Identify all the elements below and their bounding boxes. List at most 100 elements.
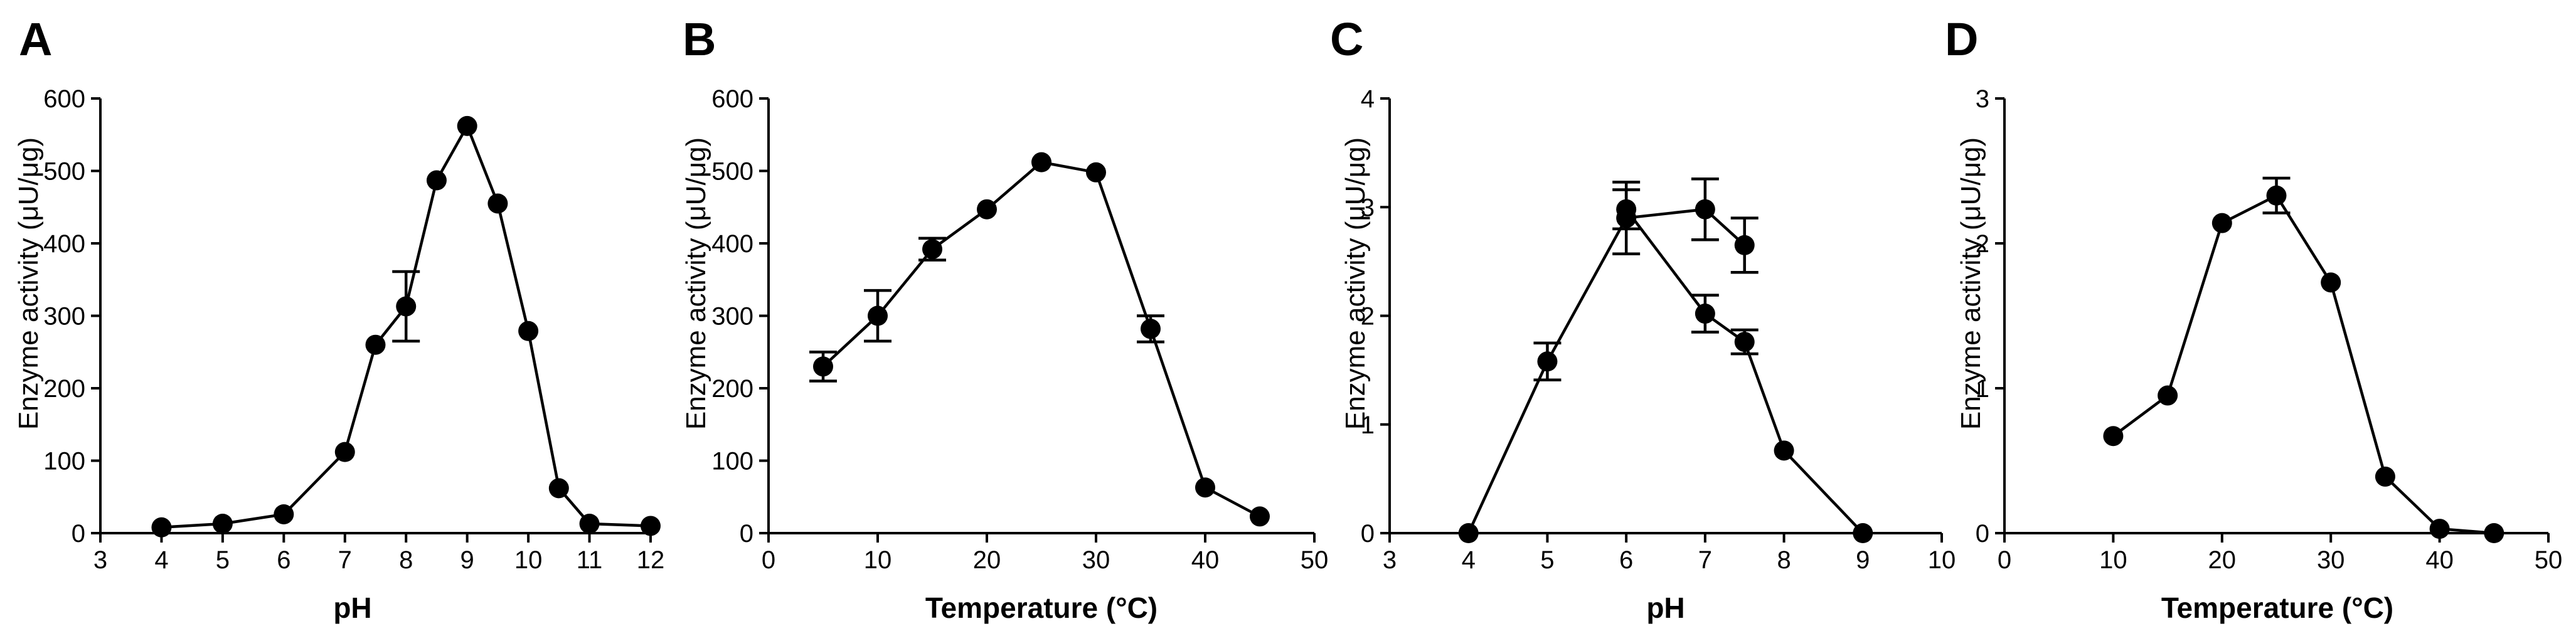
data-point — [365, 334, 386, 355]
y-tick-label: 0 — [72, 520, 85, 548]
data-point — [922, 239, 942, 260]
data-point — [1458, 523, 1479, 543]
x-tick-label: 11 — [577, 546, 603, 574]
panel-b: B Enzyme activity (μU/μg) Temperature (°… — [681, 13, 1328, 624]
y-axis-title: Enzyme activity (μU/μg) — [681, 137, 711, 430]
x-tick-label: 0 — [762, 546, 775, 574]
y-tick-label: 0 — [740, 520, 753, 548]
series-line-series-1 — [822, 161, 1261, 518]
data-point — [457, 115, 477, 136]
y-tick-label: 2 — [1976, 230, 1989, 258]
data-point — [1734, 235, 1755, 255]
data-point — [548, 478, 569, 499]
y-tick-label: 100 — [43, 448, 85, 475]
x-tick-label: 10 — [2099, 546, 2127, 574]
data-point — [641, 516, 661, 536]
data-point — [212, 513, 233, 534]
x-tick-label: 9 — [460, 546, 474, 574]
data-point — [2103, 426, 2124, 447]
data-point — [1031, 152, 1051, 172]
x-tick-label: 10 — [1928, 546, 1956, 574]
y-tick-label: 500 — [711, 158, 753, 186]
data-point — [274, 504, 294, 524]
x-tick-label: 20 — [2208, 546, 2237, 574]
x-tick-label: 6 — [1619, 546, 1633, 574]
y-tick-label: 200 — [43, 375, 85, 403]
x-tick-label: 7 — [338, 546, 352, 574]
y-axis-title: Enzyme activity (μU/μg) — [1340, 137, 1371, 430]
x-tick-label: 12 — [637, 546, 665, 574]
y-tick-label: 200 — [711, 375, 753, 403]
data-point — [1086, 162, 1106, 183]
data-point — [2484, 523, 2504, 543]
series-line-series-1 — [2112, 193, 2494, 535]
data-point — [579, 513, 600, 534]
x-tick-label: 5 — [1540, 546, 1554, 574]
panel-c: C Enzyme activity (μU/μg) pH 3 4 5 6 7 8 9 10 0 1… — [1330, 13, 1956, 624]
y-tick-label: 600 — [43, 85, 85, 113]
y-tick-label: 300 — [43, 303, 85, 331]
x-tick-label: 40 — [1191, 546, 1220, 574]
x-tick-label: 3 — [1383, 546, 1397, 574]
data-point — [1537, 351, 1558, 372]
x-tick-label: 8 — [1777, 546, 1791, 574]
x-tick-label: 0 — [1998, 546, 2011, 574]
data-point — [151, 517, 172, 538]
data-point — [334, 442, 355, 462]
y-tick-label: 2 — [1361, 303, 1375, 331]
y-tick-label: 100 — [711, 448, 753, 475]
x-tick-label: 7 — [1698, 546, 1712, 574]
y-tick-label: 1 — [1361, 411, 1375, 439]
x-tick-label: 50 — [2535, 546, 2563, 574]
x-tick-label: 30 — [1082, 546, 1110, 574]
x-tick-label: 20 — [973, 546, 1001, 574]
data-point — [813, 356, 833, 377]
x-tick-label: 3 — [93, 546, 107, 574]
y-tick-label: 0 — [1361, 520, 1375, 548]
y-tick-label: 3 — [1361, 194, 1375, 221]
data-point — [1141, 319, 1161, 339]
y-tick-label: 300 — [711, 303, 753, 331]
x-tick-label: 10 — [864, 546, 892, 574]
data-point — [518, 321, 539, 341]
panel-label: C — [1330, 13, 1363, 65]
x-tick-label: 40 — [2425, 546, 2454, 574]
x-tick-label: 50 — [1301, 546, 1329, 574]
x-tick-label: 6 — [277, 546, 290, 574]
y-tick-label: 600 — [711, 85, 753, 113]
y-tick-label: 4 — [1361, 85, 1375, 113]
x-tick-label: 30 — [2317, 546, 2345, 574]
x-tick-label: 8 — [399, 546, 413, 574]
x-tick-label: 9 — [1856, 546, 1870, 574]
series-line-buffer-1 — [1467, 208, 1746, 534]
panel-label: D — [1945, 13, 1978, 65]
data-point — [977, 199, 997, 220]
y-axis-title: Enzyme activity (μU/μg) — [13, 137, 44, 430]
data-point — [1250, 506, 1270, 527]
data-point — [487, 193, 508, 214]
data-point — [2429, 519, 2450, 539]
y-tick-label: 500 — [43, 158, 85, 186]
data-point — [868, 305, 888, 326]
data-point — [1853, 523, 1873, 543]
x-tick-label: 4 — [1462, 546, 1476, 574]
data-point — [1774, 440, 1794, 461]
y-tick-label: 3 — [1976, 85, 1989, 113]
x-axis-title: pH — [1646, 591, 1685, 624]
y-tick-label: 1 — [1976, 375, 1989, 403]
panel-label: B — [683, 13, 716, 65]
data-point — [396, 296, 417, 317]
panel-d: D Enzyme activity (μU/μg) Temperature (°… — [1945, 13, 2562, 624]
x-tick-label: 5 — [216, 546, 230, 574]
y-tick-label: 0 — [1976, 520, 1989, 548]
data-point — [1195, 477, 1215, 498]
x-axis-title: pH — [333, 591, 371, 624]
data-point — [2375, 466, 2395, 487]
x-tick-label: 4 — [154, 546, 168, 574]
data-point — [1616, 199, 1637, 220]
data-point — [2321, 272, 2341, 293]
y-axis-title: Enzyme activity (μU/μg) — [1956, 137, 1986, 430]
panel-a: A Enzyme activity (μU/μg) pH 3 4 5 6 7 8 9 10 11… — [13, 13, 664, 624]
data-point — [2211, 213, 2232, 233]
